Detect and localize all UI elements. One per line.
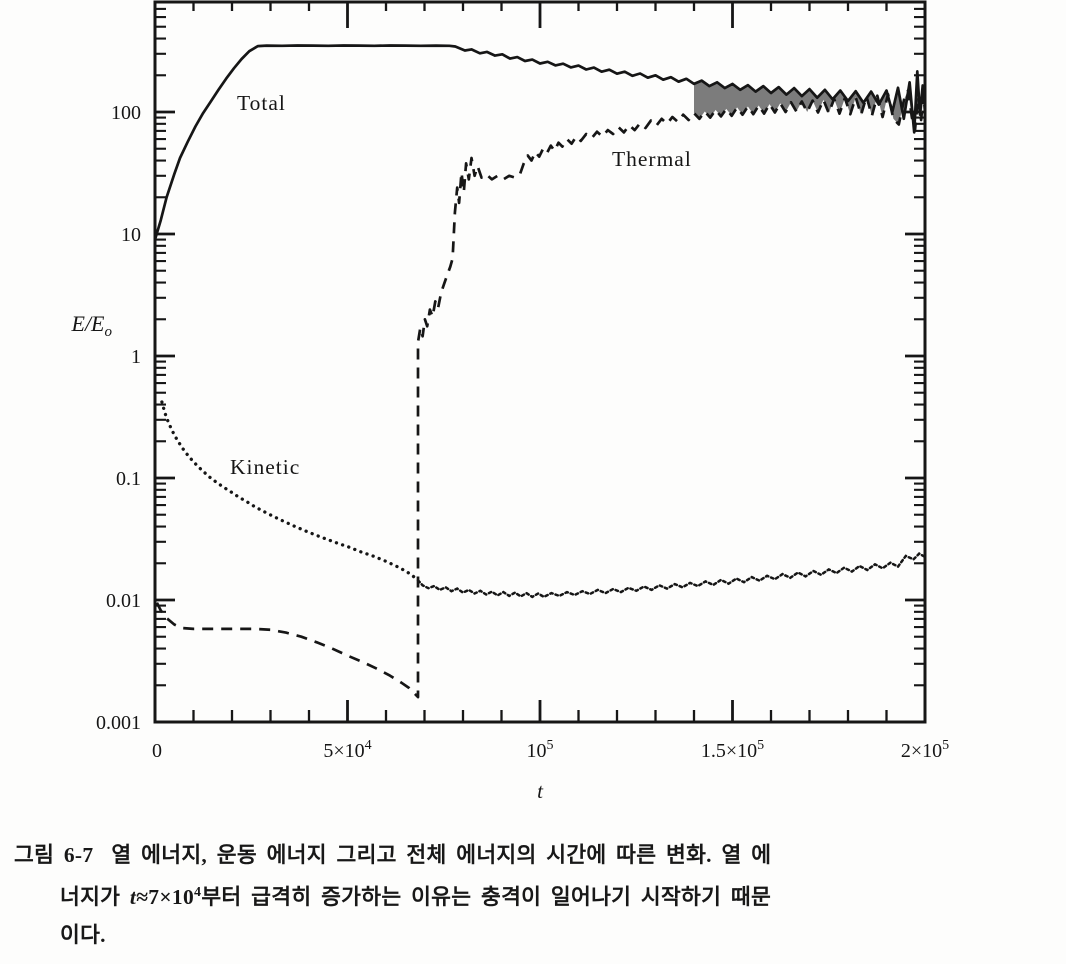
kinetic-curve-noisy [416, 552, 927, 599]
y-tick-label: 100 [111, 102, 141, 124]
x-tick-label: 0 [152, 740, 162, 762]
overlap-shading [694, 71, 925, 133]
caption-line-1: 그림 6-7 열 에너지, 운동 에너지 그리고 전체 에너지의 시간에 따른 변… [14, 836, 1060, 874]
total-curve-label: Total [237, 91, 286, 115]
y-tick-label: 0.001 [96, 712, 141, 734]
energy-time-chart: 100 10 1 0.1 0.01 0.001 0 5×104 105 1.5×105 2×105 E… [71, 0, 949, 803]
thermal-curve [155, 89, 927, 699]
x-tick-label: 1.5×105 [701, 738, 764, 762]
x-tick-label: 2×105 [901, 738, 949, 762]
exponent: 4 [194, 885, 202, 900]
y-tick-label: 10 [121, 224, 141, 246]
x-tick-label: 105 [527, 738, 554, 762]
caption-line-3: 이다. [60, 923, 106, 948]
kinetic-curve-label: Kinetic [230, 455, 300, 479]
total-curve [153, 44, 927, 240]
thermal-curve-label: Thermal [612, 147, 692, 171]
caption-line-2: 너지가 t≈7×104부터 급격히 증가하는 이유는 충격이 일어나기 시작하기… [60, 885, 772, 910]
t-variable: t [129, 885, 137, 910]
caption-text-1: 열 에너지, 운동 에너지 그리고 전체 에너지의 시간에 따른 변화. 열 에 [111, 843, 772, 867]
figure-caption: 그림 6-7 열 에너지, 운동 에너지 그리고 전체 에너지의 시간에 따른 변… [14, 836, 1060, 954]
x-axis-title: t [537, 779, 544, 803]
y-tick-label: 1 [131, 346, 141, 368]
x-tick-label: 5×104 [323, 738, 371, 762]
figure-number-label: 그림 6-7 [14, 843, 94, 867]
y-tick-label: 0.01 [106, 590, 141, 612]
y-axis-title: E/Eo [71, 311, 113, 340]
chart-svg: 100 10 1 0.1 0.01 0.001 0 5×104 105 1.5×105 2×105 E… [71, 0, 949, 803]
y-tick-label: 0.1 [116, 468, 141, 490]
kinetic-curve-dotted [160, 400, 420, 582]
